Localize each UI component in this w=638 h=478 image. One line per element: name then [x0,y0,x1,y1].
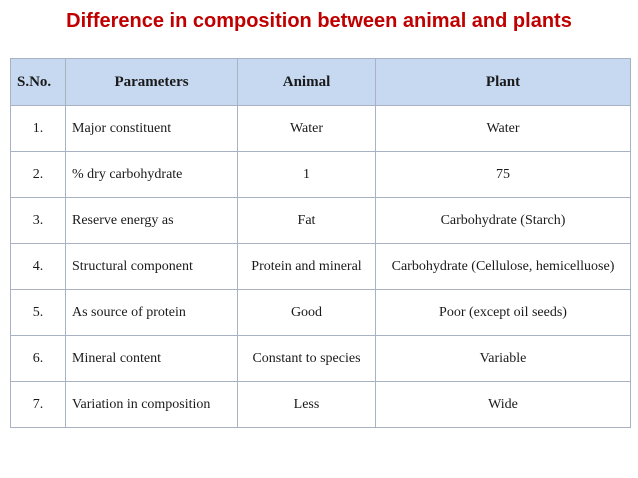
cell-parameter: Structural component [65,243,238,290]
cell-parameter: Variation in composition [65,381,238,428]
cell-sno: 6. [10,335,66,382]
table-row: 4. Structural component Protein and mine… [10,243,631,290]
table-row: 3. Reserve energy as Fat Carbohydrate (S… [10,197,631,244]
header-animal: Animal [237,58,376,106]
table-row: 5. As source of protein Good Poor (excep… [10,289,631,336]
table-header: S.No. Parameters Animal Plant [10,58,631,106]
cell-plant: Variable [375,335,631,382]
header-row: S.No. Parameters Animal Plant [10,58,631,106]
cell-sno: 2. [10,151,66,198]
header-sno: S.No. [10,58,66,106]
cell-animal: Constant to species [237,335,376,382]
cell-plant: Poor (except oil seeds) [375,289,631,336]
cell-parameter: % dry carbohydrate [65,151,238,198]
cell-plant: 75 [375,151,631,198]
cell-animal: 1 [237,151,376,198]
cell-plant: Carbohydrate (Cellulose, hemicelluose) [375,243,631,290]
table-row: 1. Major constituent Water Water [10,105,631,152]
header-plant: Plant [375,58,631,106]
cell-sno: 1. [10,105,66,152]
cell-sno: 3. [10,197,66,244]
table-row: 2. % dry carbohydrate 1 75 [10,151,631,198]
table-row: 6. Mineral content Constant to species V… [10,335,631,382]
cell-parameter: Mineral content [65,335,238,382]
cell-plant: Wide [375,381,631,428]
cell-sno: 4. [10,243,66,290]
cell-animal: Fat [237,197,376,244]
cell-sno: 7. [10,381,66,428]
cell-parameter: Reserve energy as [65,197,238,244]
cell-parameter: Major constituent [65,105,238,152]
cell-animal: Good [237,289,376,336]
cell-plant: Water [375,105,631,152]
cell-animal: Protein and mineral [237,243,376,290]
table-body: 1. Major constituent Water Water 2. % dr… [10,105,631,428]
page-title: Difference in composition between animal… [66,10,572,32]
table-row: 7. Variation in composition Less Wide [10,381,631,428]
cell-sno: 5. [10,289,66,336]
cell-plant: Carbohydrate (Starch) [375,197,631,244]
comparison-table: S.No. Parameters Animal Plant 1. Major c… [10,58,631,428]
cell-parameter: As source of protein [65,289,238,336]
cell-animal: Less [237,381,376,428]
cell-animal: Water [237,105,376,152]
header-parameters: Parameters [65,58,238,106]
